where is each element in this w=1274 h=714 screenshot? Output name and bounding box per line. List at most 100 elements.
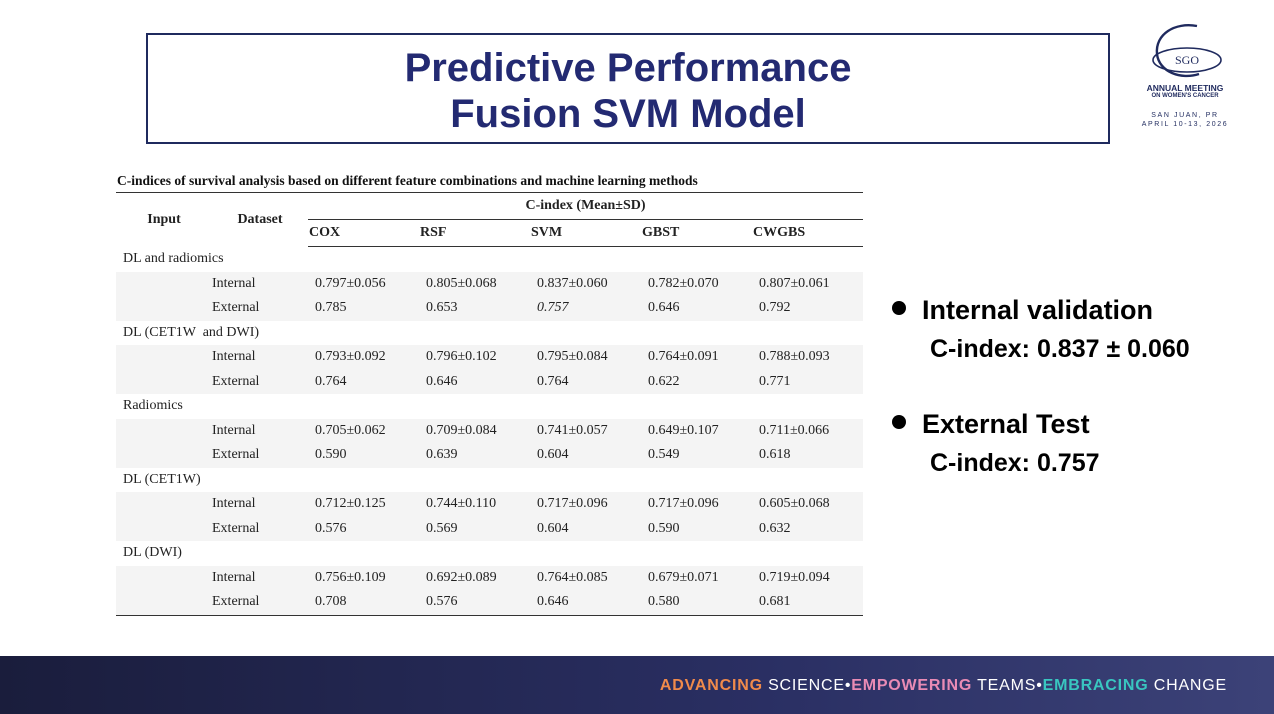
value-cell: 0.796±0.102 — [419, 345, 530, 370]
dataset-cell: External — [212, 369, 308, 394]
value-cell: 0.605±0.068 — [752, 492, 863, 517]
table-group-row: DL and radiomics — [116, 246, 863, 272]
value-cell: 0.837±0.060 — [530, 271, 641, 296]
cindex-table-figure: C-indices of survival analysis based on … — [110, 162, 870, 616]
bullet-detail: C-index: 0.757 — [930, 449, 1100, 477]
value-cell: 0.632 — [752, 516, 863, 541]
value-cell: 0.712±0.125 — [308, 492, 419, 517]
bullet-internal: Internal validation C-index: 0.837 ± 0.0… — [890, 290, 1260, 368]
sgo-logo: SGO ANNUAL MEETING ON WOMEN'S CANCER SAN… — [1130, 20, 1240, 135]
table-row: Internal 0.756±0.109 0.692±0.089 0.764±0… — [116, 565, 863, 590]
bullet-external: External Test C-index: 0.757 — [890, 404, 1260, 482]
value-cell: 0.708 — [308, 590, 419, 616]
table-group-row: Radiomics — [116, 394, 863, 419]
bullet-dot-icon — [892, 301, 906, 315]
header-method: RSF — [419, 219, 530, 247]
value-cell: 0.576 — [308, 516, 419, 541]
value-cell: 0.785 — [308, 296, 419, 321]
logo-line-4: APRIL 10-13, 2026 — [1141, 121, 1229, 128]
bullet-detail: C-index: 0.837 ± 0.060 — [930, 335, 1190, 363]
cindex-table: Input Dataset C-index (Mean±SD) COX RSF … — [116, 192, 863, 616]
table-group-row: DL (CET1W) — [116, 467, 863, 492]
value-cell: 0.807±0.061 — [752, 271, 863, 296]
footer-word: SCIENCE — [768, 677, 845, 694]
value-cell: 0.756±0.109 — [308, 565, 419, 590]
dataset-cell: Internal — [212, 345, 308, 370]
table-row: Internal 0.797±0.056 0.805±0.068 0.837±0… — [116, 271, 863, 296]
value-cell: 0.709±0.084 — [419, 418, 530, 443]
value-cell: 0.604 — [530, 443, 641, 468]
slide-title-line-1: Predictive Performance — [404, 46, 852, 90]
value-cell: 0.604 — [530, 516, 641, 541]
value-cell: 0.618 — [752, 443, 863, 468]
value-cell: 0.744±0.110 — [419, 492, 530, 517]
value-cell: 0.717±0.096 — [530, 492, 641, 517]
value-cell: 0.793±0.092 — [308, 345, 419, 370]
header-method: SVM — [530, 219, 641, 247]
footer-separator: • — [1036, 677, 1043, 694]
logo-line-2: ON WOMEN'S CANCER — [1151, 93, 1219, 99]
slide-title-line-2: Fusion SVM Model — [450, 92, 806, 136]
table-row: Internal 0.705±0.062 0.709±0.084 0.741±0… — [116, 418, 863, 443]
value-cell: 0.764±0.091 — [641, 345, 752, 370]
value-cell: 0.741±0.057 — [530, 418, 641, 443]
value-cell: 0.646 — [419, 369, 530, 394]
table-row: External 0.708 0.576 0.646 0.580 0.681 — [116, 590, 863, 616]
footer-word: CHANGE — [1153, 677, 1227, 694]
group-label: Radiomics — [116, 394, 863, 419]
value-cell: 0.646 — [530, 590, 641, 616]
value-cell: 0.797±0.056 — [308, 271, 419, 296]
dataset-cell: External — [212, 590, 308, 616]
value-cell: 0.639 — [419, 443, 530, 468]
value-cell: 0.764 — [530, 369, 641, 394]
value-cell: 0.580 — [641, 590, 752, 616]
value-cell: 0.692±0.089 — [419, 565, 530, 590]
logo-line-3: SAN JUAN, PR — [1151, 112, 1219, 119]
value-cell: 0.805±0.068 — [419, 271, 530, 296]
logo-line-1: ANNUAL MEETING — [1146, 83, 1224, 93]
value-cell: 0.764±0.085 — [530, 565, 641, 590]
bullet-heading: External Test — [922, 409, 1090, 439]
header-input: Input — [147, 211, 181, 227]
footer-word: TEAMS — [977, 677, 1037, 694]
header-method: COX — [308, 219, 419, 247]
value-cell: 0.764 — [308, 369, 419, 394]
footer-word: EMPOWERING — [851, 677, 973, 694]
value-cell: 0.705±0.062 — [308, 418, 419, 443]
table-row: External 0.590 0.639 0.604 0.549 0.618 — [116, 443, 863, 468]
value-cell: 0.782±0.070 — [641, 271, 752, 296]
slide-title-box: Predictive Performance Fusion SVM Model — [146, 33, 1110, 144]
table-row: Internal 0.712±0.125 0.744±0.110 0.717±0… — [116, 492, 863, 517]
table-group-row: DL (DWI) — [116, 541, 863, 566]
bullet-dot-icon — [892, 415, 906, 429]
table-row: External 0.785 0.653 0.757 0.646 0.792 — [116, 296, 863, 321]
value-cell: 0.757 — [530, 296, 641, 321]
dataset-cell: Internal — [212, 565, 308, 590]
value-cell: 0.622 — [641, 369, 752, 394]
value-cell: 0.590 — [641, 516, 752, 541]
dataset-cell: External — [212, 443, 308, 468]
header-cindex: C-index (Mean±SD) — [308, 192, 863, 220]
sgo-logo-emblem-icon: SGO — [1152, 24, 1222, 78]
logo-abbr: SGO — [1175, 53, 1199, 67]
value-cell: 0.653 — [419, 296, 530, 321]
value-cell: 0.719±0.094 — [752, 565, 863, 590]
dataset-cell: Internal — [212, 418, 308, 443]
value-cell: 0.792 — [752, 296, 863, 321]
value-cell: 0.590 — [308, 443, 419, 468]
value-cell: 0.576 — [419, 590, 530, 616]
table-row: External 0.764 0.646 0.764 0.622 0.771 — [116, 369, 863, 394]
header-dataset: Dataset — [237, 211, 283, 227]
value-cell: 0.788±0.093 — [752, 345, 863, 370]
value-cell: 0.681 — [752, 590, 863, 616]
value-cell: 0.679±0.071 — [641, 565, 752, 590]
group-label: DL and radiomics — [116, 246, 863, 272]
dataset-cell: Internal — [212, 492, 308, 517]
dataset-cell: Internal — [212, 271, 308, 296]
value-cell: 0.771 — [752, 369, 863, 394]
table-row: External 0.576 0.569 0.604 0.590 0.632 — [116, 516, 863, 541]
footer-word: EMBRACING — [1042, 677, 1149, 694]
header-method: GBST — [641, 219, 752, 247]
value-cell: 0.717±0.096 — [641, 492, 752, 517]
group-label: DL (DWI) — [116, 541, 863, 566]
